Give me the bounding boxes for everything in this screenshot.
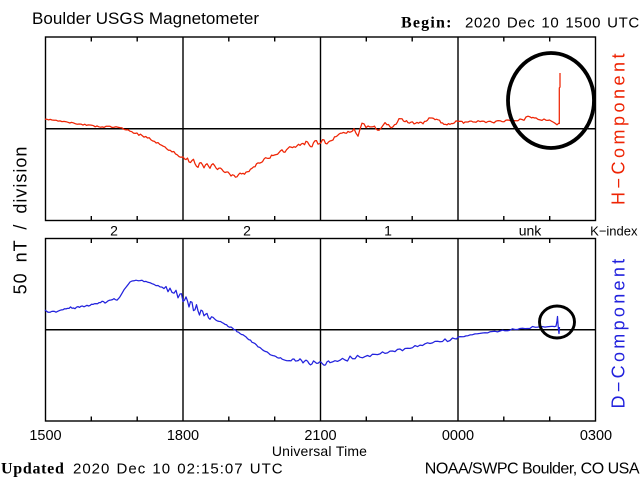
svg-text:K−index: K−index (590, 224, 638, 239)
svg-text:1500: 1500 (29, 428, 61, 444)
svg-text:50 nT / division: 50 nT / division (11, 146, 31, 295)
svg-text:Updated: Updated (1, 461, 65, 478)
svg-text:0000: 0000 (442, 428, 474, 444)
svg-text:NOAA/SWPC Boulder, CO USA: NOAA/SWPC Boulder, CO USA (425, 461, 640, 478)
svg-text:2: 2 (110, 223, 118, 239)
svg-text:1: 1 (384, 223, 392, 239)
svg-text:2100: 2100 (304, 428, 336, 444)
svg-text:2020 Dec 10 1500 UTC: 2020 Dec 10 1500 UTC (465, 15, 640, 32)
svg-text:H−Component: H−Component (608, 50, 628, 205)
svg-text:0300: 0300 (580, 428, 612, 444)
svg-text:2020 Dec 10 02:15:07 UTC: 2020 Dec 10 02:15:07 UTC (73, 461, 284, 478)
svg-text:2: 2 (243, 223, 251, 239)
svg-text:Boulder USGS Magnetometer: Boulder USGS Magnetometer (32, 9, 259, 28)
svg-text:Begin:: Begin: (401, 15, 453, 32)
svg-text:unk: unk (519, 223, 543, 239)
svg-text:Universal Time: Universal Time (272, 443, 367, 459)
svg-text:D−Component: D−Component (608, 256, 628, 409)
svg-text:1800: 1800 (167, 428, 199, 444)
